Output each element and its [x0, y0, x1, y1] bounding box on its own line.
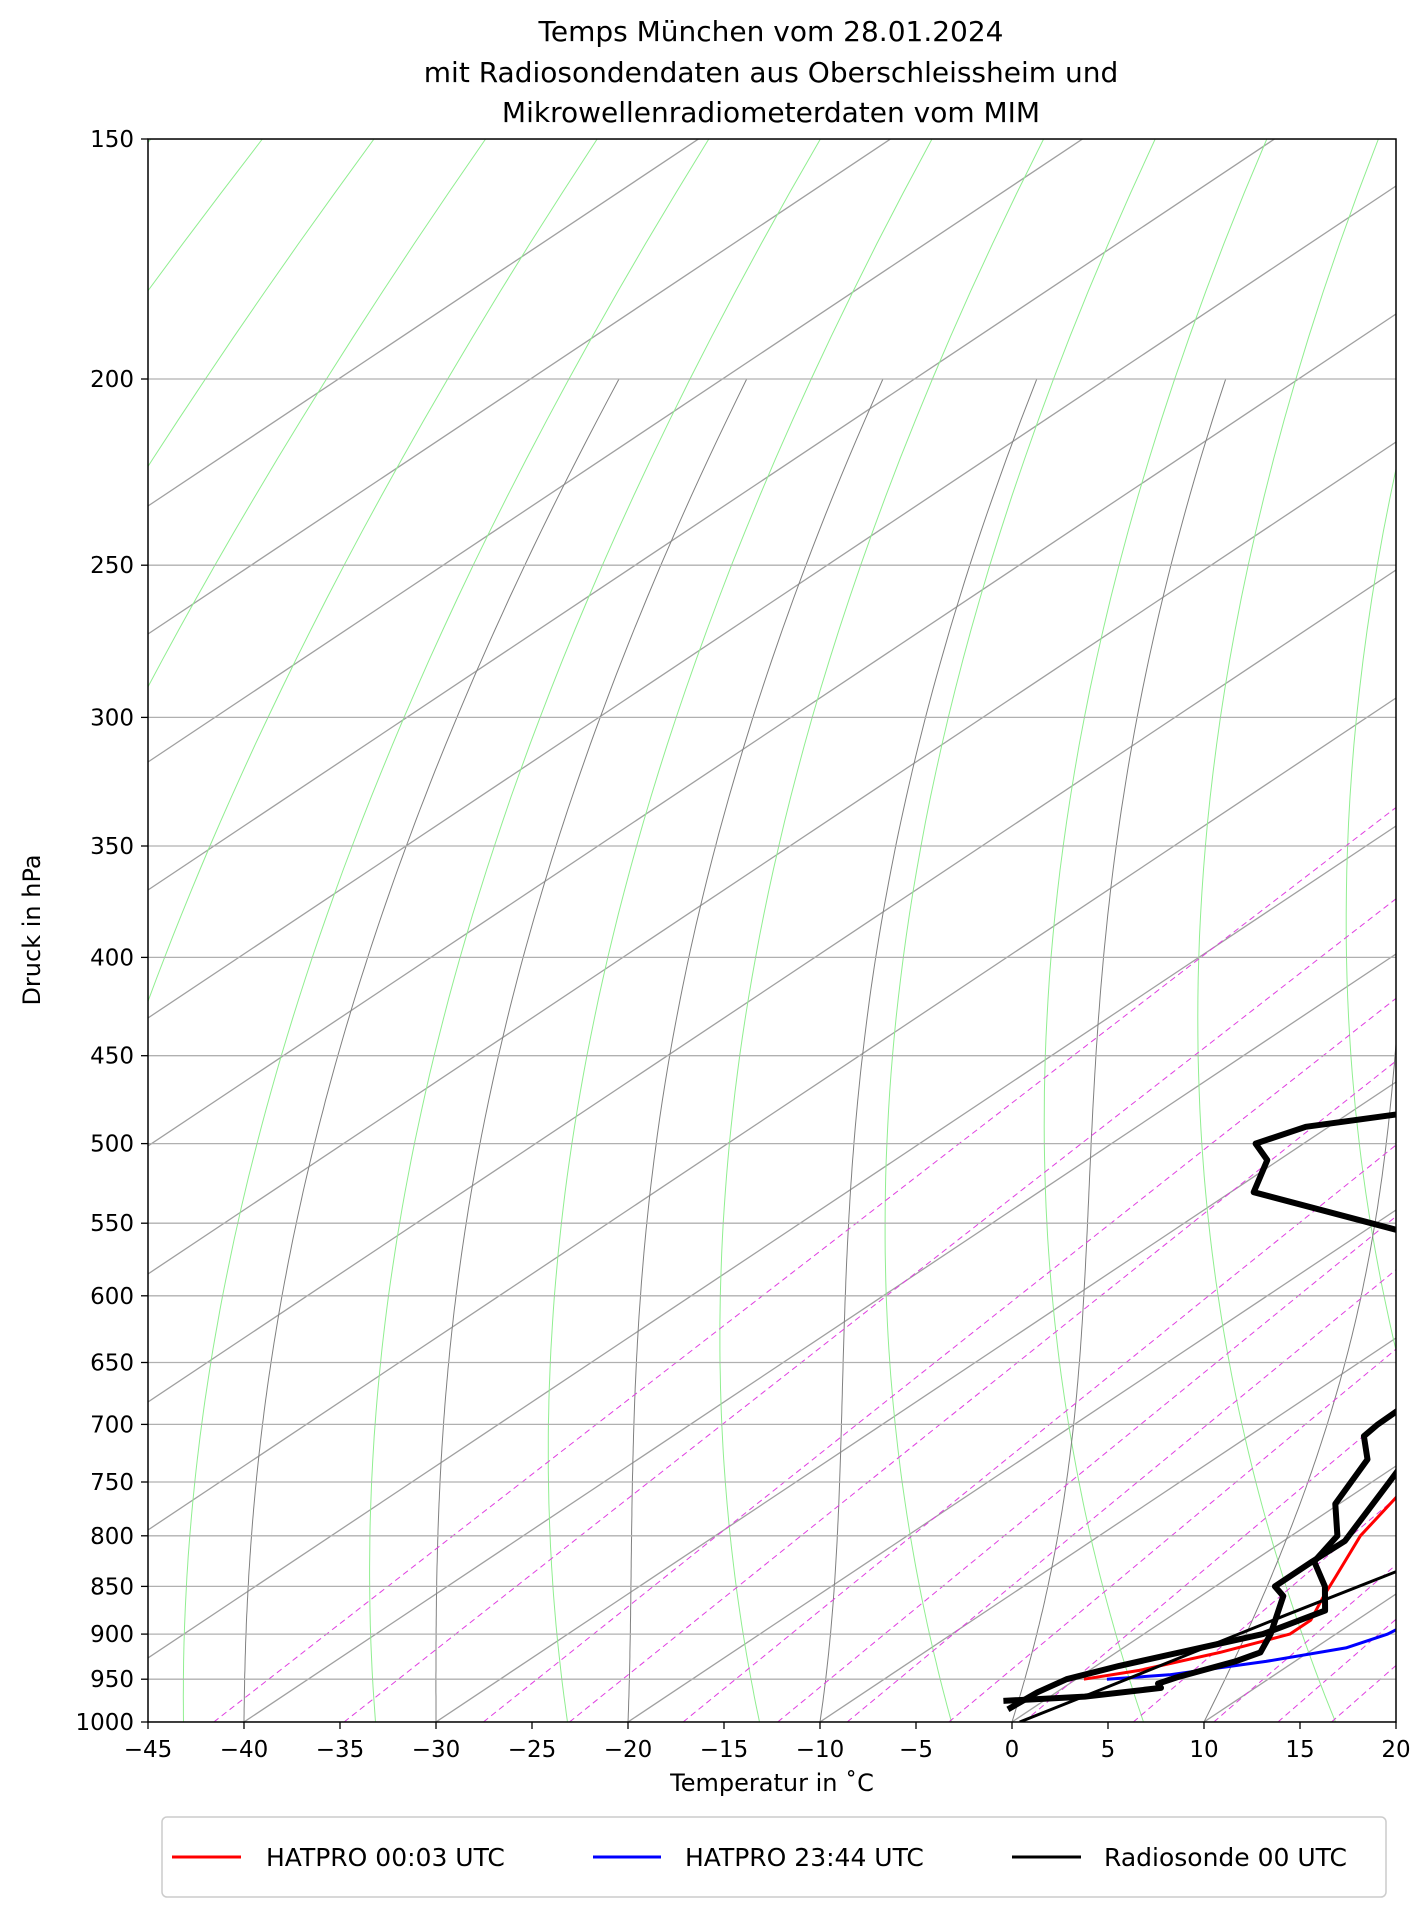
x-tick-label: −5 — [899, 1737, 933, 1763]
y-axis-label: Druck in hPa — [18, 854, 46, 1005]
y-tick-label: 1000 — [75, 1710, 134, 1736]
x-tick-label: 0 — [1005, 1737, 1020, 1763]
series-line-2 — [1107, 531, 1427, 1679]
mixing-ratio-line — [847, 379, 1427, 1722]
pressure-gridlines — [148, 139, 1396, 1722]
moist-adiabat-line — [820, 379, 1037, 1722]
thermodynamic-background — [0, 81, 1427, 1762]
moist-adiabat-line — [1012, 379, 1226, 1722]
y-tick-label: 550 — [90, 1211, 134, 1237]
mixing-ratio-line — [1133, 379, 1427, 1722]
isotherm-line — [0, 81, 785, 1762]
chart-title: Temps München vom 28.01.2024 mit Radioso… — [424, 15, 1118, 129]
x-tick-label: −25 — [508, 1737, 557, 1763]
x-tick-label: −45 — [124, 1737, 173, 1763]
legend-label-hatpro-0003: HATPRO 00:03 UTC — [266, 1843, 505, 1872]
y-tick-label: 200 — [90, 367, 134, 393]
x-tick-label: 20 — [1381, 1737, 1410, 1763]
x-tick-label: 10 — [1189, 1737, 1218, 1763]
mixing-ratio-line — [1278, 379, 1427, 1722]
isotherm-line — [0, 81, 977, 1762]
dry-adiabat-line — [548, 81, 964, 1762]
x-axis-ticks: −45 −40 −35 −30 −25 −20 −15 −10 −5 0 5 10 15 20 — [124, 1722, 1411, 1763]
series-line-4 — [1008, 379, 1427, 1709]
legend-label-hatpro-2344: HATPRO 23:44 UTC — [685, 1843, 924, 1872]
x-tick-label: 15 — [1285, 1737, 1314, 1763]
dry-adiabat-line — [720, 81, 1073, 1762]
y-tick-label: 300 — [90, 705, 134, 731]
x-tick-label: −20 — [604, 1737, 653, 1763]
chart-title-line-2: mit Radiosondendaten aus Oberschleisshei… — [424, 56, 1118, 89]
chart-title-line-3: Mikrowellenradiometerdaten vom MIM — [502, 96, 1040, 129]
dry-adiabat-line — [1346, 81, 1427, 1762]
moist-adiabat-line — [1396, 379, 1427, 1722]
plot-frame — [148, 139, 1396, 1722]
y-tick-label: 450 — [90, 1044, 134, 1070]
x-tick-label: −10 — [796, 1737, 845, 1763]
x-tick-label: −15 — [700, 1737, 749, 1763]
y-tick-label: 700 — [90, 1412, 134, 1438]
dry-adiabat-line — [183, 81, 745, 1762]
chart-title-line-1: Temps München vom 28.01.2024 — [538, 15, 1004, 48]
mixing-ratio-line — [1024, 379, 1427, 1722]
dry-adiabat-line — [0, 81, 636, 1762]
isotherm-line — [759, 81, 1427, 1762]
y-tick-label: 350 — [90, 834, 134, 860]
dry-adiabat-line — [1044, 81, 1292, 1762]
x-tick-label: −40 — [220, 1737, 269, 1763]
moist-adiabat-line — [628, 379, 883, 1722]
mixing-ratio-line — [570, 379, 1427, 1722]
isotherm-line — [951, 81, 1427, 1762]
y-tick-label: 500 — [90, 1132, 134, 1158]
x-axis-label: Temperatur in ˚C — [669, 1769, 874, 1797]
moist-adiabat-line — [1204, 379, 1427, 1722]
y-tick-label: 800 — [90, 1524, 134, 1550]
y-tick-label: 750 — [90, 1470, 134, 1496]
series-line-5 — [1020, 883, 1427, 1722]
mixing-ratio-line — [344, 379, 1427, 1722]
y-axis-ticks: 1000 950 900 850 800 750 700 650 600 550 500 450 400… — [75, 127, 148, 1736]
isotherm-line — [0, 81, 1361, 1762]
y-tick-label: 250 — [90, 553, 134, 579]
y-tick-label: 900 — [90, 1622, 134, 1648]
x-tick-label: −30 — [412, 1737, 461, 1763]
isotherm-line — [0, 81, 1169, 1762]
mixing-ratio-line — [483, 379, 1427, 1722]
dry-adiabat-line — [0, 81, 307, 1762]
series-line-1 — [1084, 531, 1427, 1679]
y-tick-label: 150 — [90, 127, 134, 153]
y-tick-label: 950 — [90, 1667, 134, 1693]
legend-label-radiosonde: Radiosonde 00 UTC — [1104, 1843, 1347, 1872]
moist-adiabat-line — [244, 379, 619, 1722]
y-tick-label: 850 — [90, 1574, 134, 1600]
dry-adiabat-line — [0, 81, 417, 1762]
x-tick-label: −35 — [316, 1737, 365, 1763]
y-tick-label: 400 — [90, 945, 134, 971]
y-tick-label: 600 — [90, 1284, 134, 1310]
legend: HATPRO 00:03 UTC HATPRO 23:44 UTC Radios… — [162, 1817, 1386, 1897]
mixing-ratio-line — [1418, 379, 1427, 1722]
x-tick-label: 5 — [1101, 1737, 1116, 1763]
y-tick-label: 650 — [90, 1351, 134, 1377]
mixing-ratio-line — [683, 379, 1427, 1722]
dry-adiabat-line — [0, 81, 526, 1762]
